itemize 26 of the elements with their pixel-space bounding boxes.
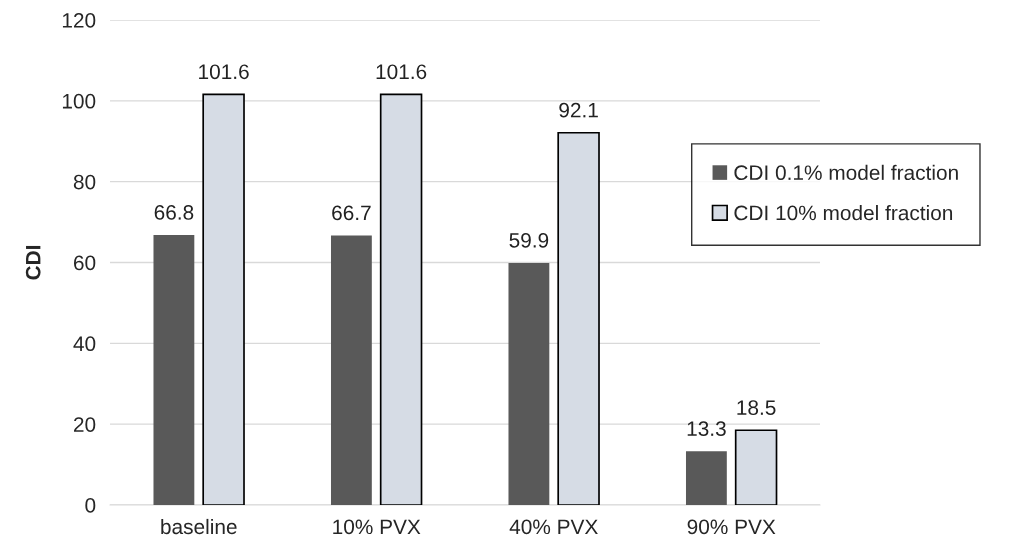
y-tick-label: 80 (73, 174, 96, 190)
y-tick-label: 120 (62, 13, 96, 28)
legend-label: CDI 0.1% model fraction (734, 164, 958, 181)
data-label: 13.3 (687, 421, 726, 437)
bar (685, 451, 727, 505)
data-label: 101.6 (376, 64, 427, 80)
x-tick-label: 40% PVX (509, 519, 598, 535)
x-tick-label: baseline (161, 518, 237, 535)
x-tick-label: 10% PVX (333, 519, 421, 535)
bar (153, 235, 195, 505)
y-tick-label: 20 (73, 417, 96, 432)
legend-label: CDI 10% model fraction (734, 205, 953, 221)
y-tick-label: 40 (73, 336, 96, 352)
y-axis-title: CDI (25, 245, 41, 280)
bar (508, 262, 550, 505)
data-label: 18.5 (737, 400, 776, 415)
data-label: 92.1 (559, 102, 598, 118)
x-tick-label: 90% PVX (687, 519, 776, 535)
y-tick-label: 0 (85, 498, 96, 513)
y-tick-label: 60 (74, 255, 96, 271)
data-label: 66.8 (154, 205, 194, 220)
data-label: 59.9 (509, 232, 549, 248)
data-label: 101.6 (199, 64, 249, 80)
bar (330, 235, 372, 505)
y-tick-label: 100 (62, 93, 96, 109)
data-label: 66.7 (332, 205, 371, 221)
